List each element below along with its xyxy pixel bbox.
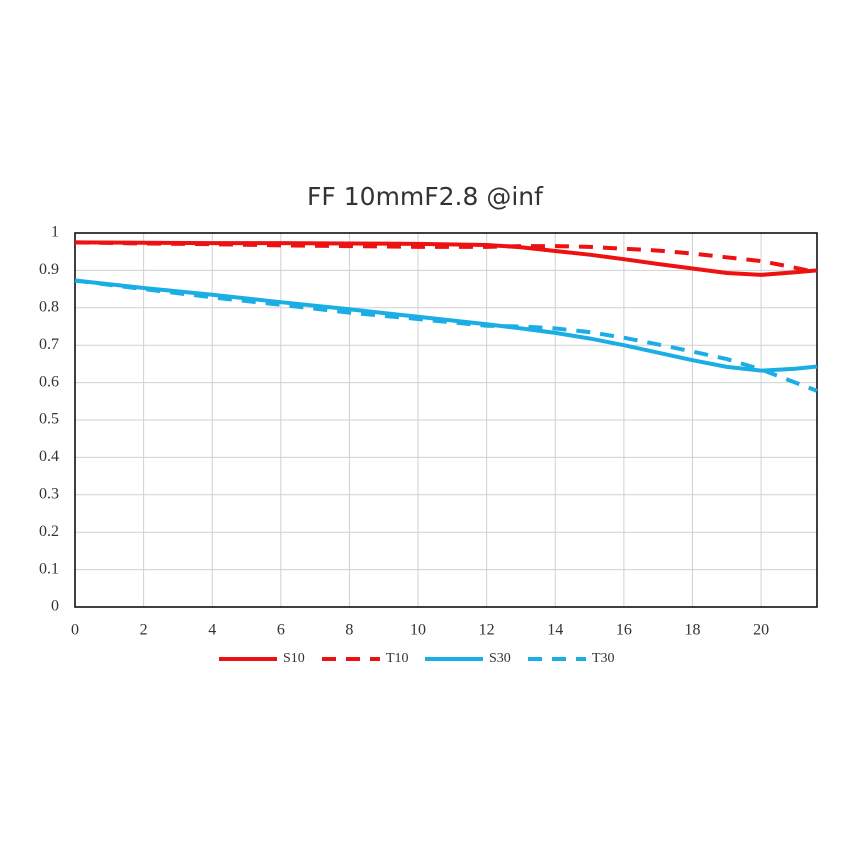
x-tick-label: 18 [684,622,700,639]
y-tick-label: 0.5 [39,411,59,428]
y-tick-label: 0.4 [39,448,59,465]
x-tick-label: 4 [208,622,216,639]
plot-frame [74,232,818,608]
x-tick-label: 8 [345,622,353,639]
x-tick-label: 12 [479,622,495,639]
y-tick-label: 0.1 [39,560,59,577]
y-tick-label: 0.8 [39,298,59,315]
legend-label: S30 [489,651,511,666]
y-tick-label: 0.2 [39,523,59,540]
line-series [74,240,818,275]
y-tick-label: 0 [51,598,59,615]
legend-label: T10 [386,651,409,666]
legend-label: T30 [592,651,615,666]
line-series [74,278,818,393]
x-tick-label: 16 [616,622,632,639]
x-tick-label: 14 [547,622,563,639]
chart-title: FF 10mmF2.8 @inf [307,182,544,211]
line-series [74,240,818,277]
x-tick-label: 20 [753,622,769,639]
y-tick-label: 1 [51,224,59,241]
y-tick-label: 0.6 [39,373,59,390]
x-tick-label: 10 [410,622,426,639]
x-tick-label: 0 [71,622,79,639]
y-tick-label: 0.7 [39,336,59,353]
x-tick-label: 2 [140,622,148,639]
y-tick-label: 0.3 [39,485,59,502]
line-series [74,278,818,373]
x-tick-label: 6 [277,622,285,639]
y-tick-label: 0.9 [39,261,59,278]
legend-label: S10 [283,651,305,666]
